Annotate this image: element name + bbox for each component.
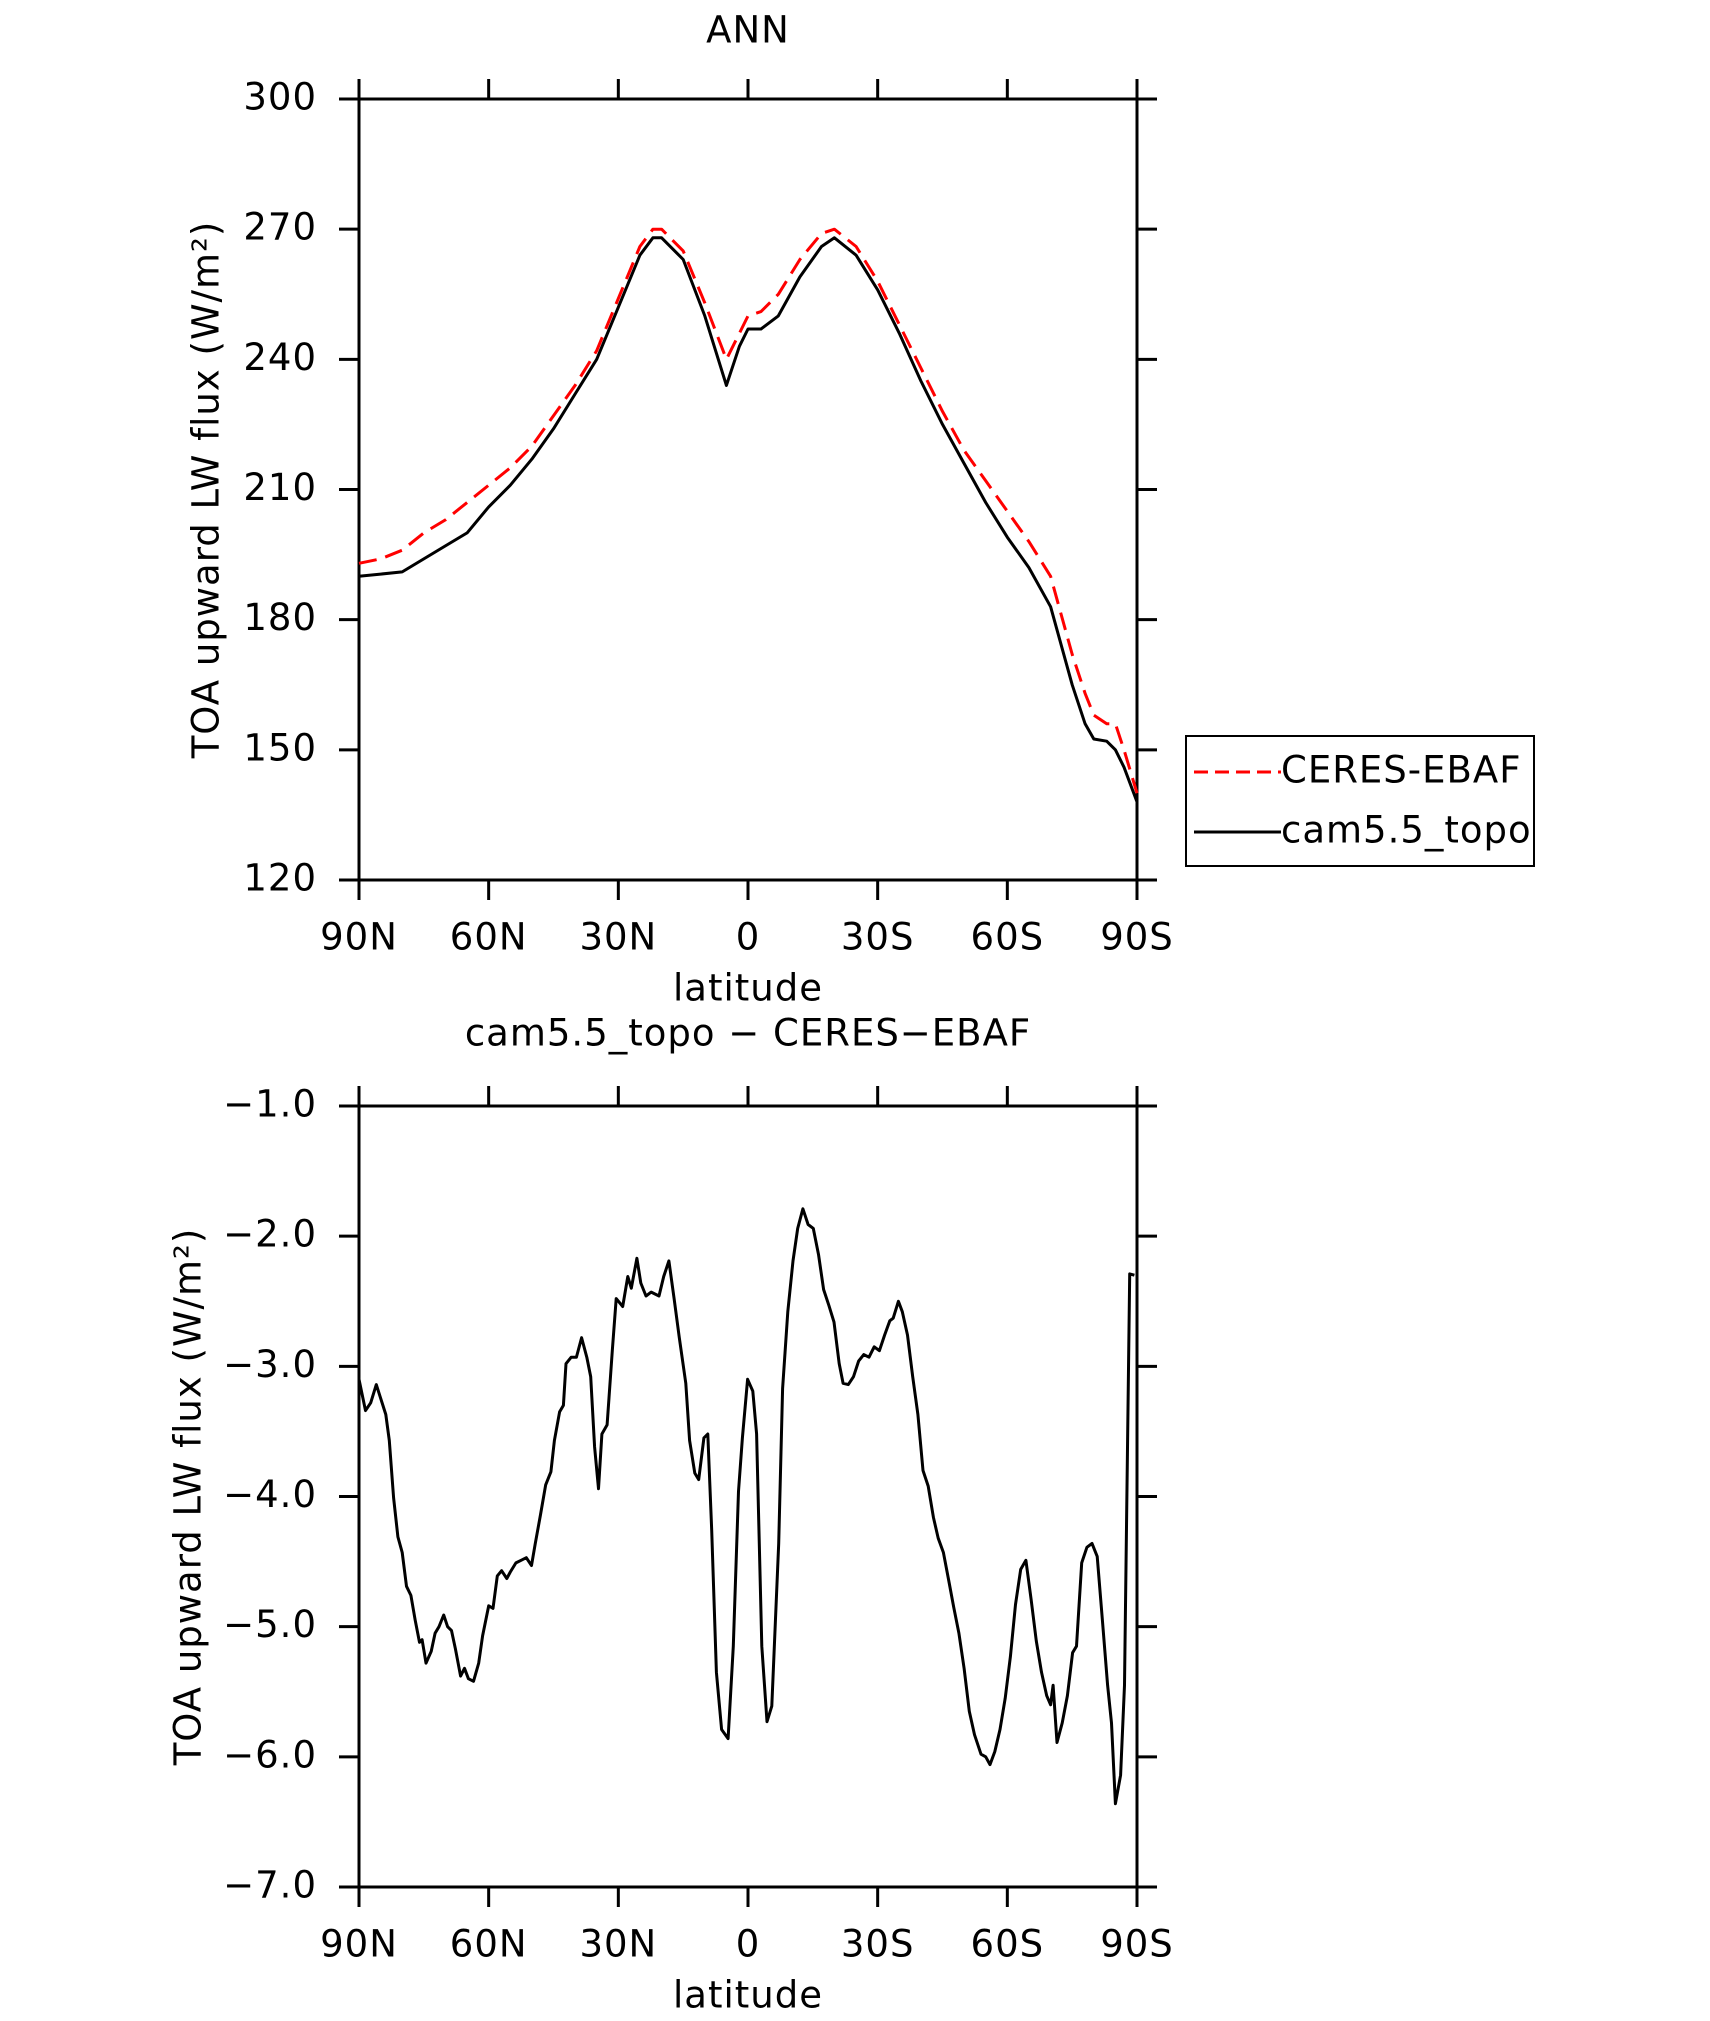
legend-label: cam5.5_topo bbox=[1281, 809, 1532, 852]
x-tick-label: 90S bbox=[1100, 1923, 1174, 1966]
data-line bbox=[358, 227, 1139, 794]
y-tick-label: −4.0 bbox=[223, 1473, 317, 1516]
y-tick-label: 240 bbox=[243, 336, 317, 379]
x-tick-label: 0 bbox=[736, 916, 761, 959]
data-line bbox=[357, 1207, 1135, 1806]
y-tick-label: 210 bbox=[243, 466, 317, 509]
x-tick-label: 0 bbox=[736, 1923, 761, 1966]
y-tick-label: −6.0 bbox=[223, 1733, 317, 1776]
x-tick-label: 30N bbox=[579, 916, 657, 959]
x-tick-label: 30N bbox=[579, 1923, 657, 1966]
y-tick-label: 120 bbox=[243, 857, 317, 900]
x-tick-label: 90N bbox=[320, 1923, 398, 1966]
plot-frame bbox=[357, 1104, 1139, 1889]
y-tick-label: 180 bbox=[243, 596, 317, 639]
x-axis-label: latitude bbox=[673, 1974, 823, 2017]
chart-title: cam5.5_topo − CERES−EBAF bbox=[465, 1012, 1031, 1055]
y-axis-label: TOA upward LW flux (W/m²) bbox=[185, 221, 228, 760]
legend-label: CERES-EBAF bbox=[1281, 749, 1522, 792]
y-tick-label: −1.0 bbox=[223, 1083, 317, 1126]
y-tick-label: 270 bbox=[243, 206, 317, 249]
y-tick-label: −5.0 bbox=[223, 1603, 317, 1646]
y-tick-label: 300 bbox=[243, 76, 317, 119]
data-line bbox=[358, 236, 1139, 803]
y-tick-label: 150 bbox=[243, 726, 317, 769]
x-tick-label: 90N bbox=[320, 916, 398, 959]
x-tick-label: 60S bbox=[971, 916, 1045, 959]
chart-title: ANN bbox=[706, 9, 790, 52]
y-tick-label: −3.0 bbox=[223, 1343, 317, 1386]
x-axis-label: latitude bbox=[673, 967, 823, 1010]
x-tick-label: 30S bbox=[841, 1923, 915, 1966]
x-tick-label: 60N bbox=[450, 1923, 528, 1966]
y-tick-label: −7.0 bbox=[223, 1864, 317, 1907]
y-tick-label: −2.0 bbox=[223, 1213, 317, 1256]
x-tick-label: 60N bbox=[450, 916, 528, 959]
y-axis-label: TOA upward LW flux (W/m²) bbox=[167, 1228, 210, 1767]
x-tick-label: 90S bbox=[1100, 916, 1174, 959]
x-tick-label: 30S bbox=[841, 916, 915, 959]
x-tick-label: 60S bbox=[971, 1923, 1045, 1966]
legend-box bbox=[1185, 735, 1535, 867]
plot-frame bbox=[357, 97, 1139, 882]
